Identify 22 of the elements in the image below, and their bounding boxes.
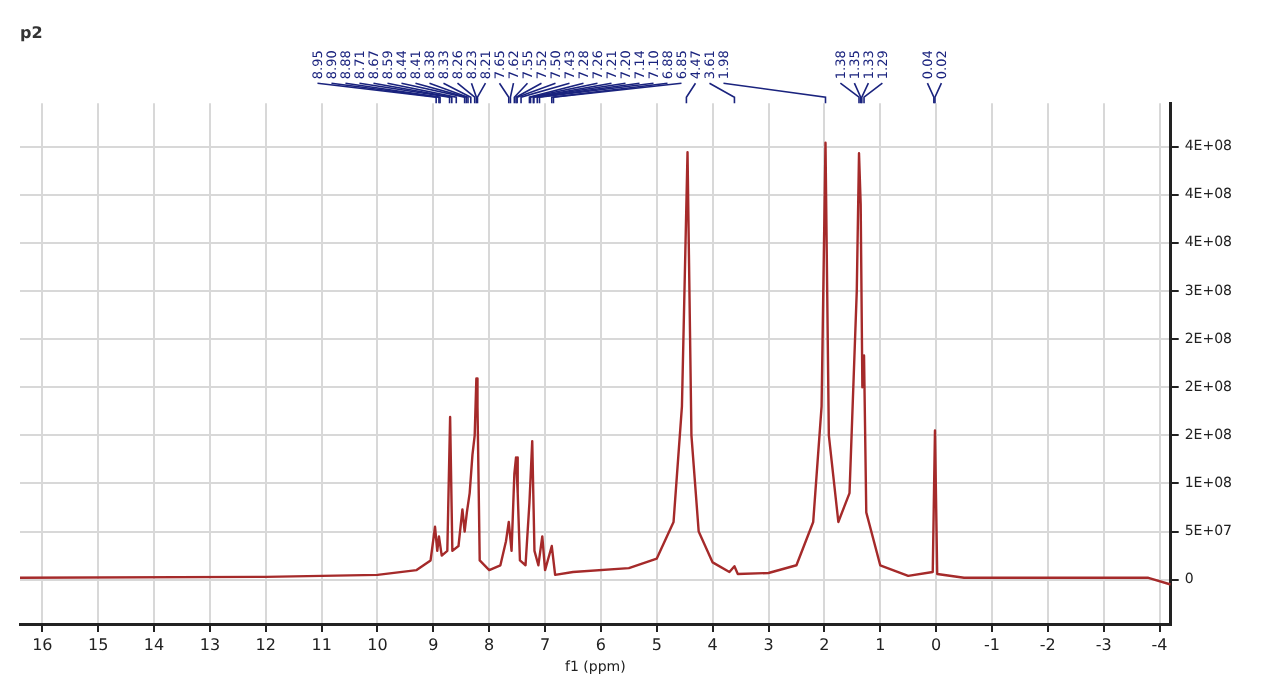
x-tick-label: 5 bbox=[651, 635, 662, 654]
x-tick-label: -1 bbox=[983, 635, 1000, 654]
x-tick-label: 0 bbox=[931, 635, 942, 654]
x-tick-label: 4 bbox=[707, 635, 718, 654]
x-tick-label: 13 bbox=[199, 635, 221, 654]
x-tick-label: 9 bbox=[428, 635, 439, 654]
chart-title: p2 bbox=[20, 23, 43, 42]
x-tick-label: 16 bbox=[32, 635, 53, 654]
x-tick-label: 11 bbox=[311, 635, 332, 654]
x-tick-label: 15 bbox=[88, 635, 109, 654]
x-tick-label: 14 bbox=[143, 635, 165, 654]
x-tick-label: 6 bbox=[595, 635, 607, 654]
x-tick-label: -3 bbox=[1095, 635, 1112, 654]
x-tick-label: -4 bbox=[1151, 635, 1168, 654]
x-tick-label: -2 bbox=[1039, 635, 1056, 654]
x-tick-label: 12 bbox=[255, 635, 276, 654]
x-tick-label: 1 bbox=[875, 635, 886, 654]
x-tick-label: 3 bbox=[763, 635, 774, 654]
x-tick-label: 8 bbox=[484, 635, 495, 654]
x-tick-label: 10 bbox=[367, 635, 388, 654]
x-tick-label: 7 bbox=[539, 635, 551, 654]
x-tick-label: 2 bbox=[819, 635, 830, 654]
